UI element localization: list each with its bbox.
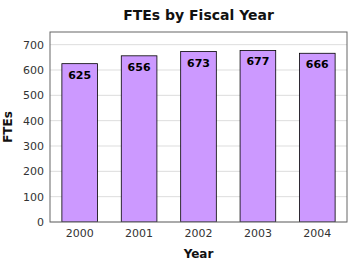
x-tick-label: 2004 <box>303 227 331 240</box>
y-tick-label: 700 <box>23 39 44 52</box>
y-tick-label: 100 <box>23 191 44 204</box>
bar <box>121 56 157 222</box>
data-label: 673 <box>187 57 210 70</box>
bar <box>299 53 335 222</box>
y-tick-label: 200 <box>23 165 44 178</box>
y-tick-label: 0 <box>37 216 44 229</box>
x-axis-label: Year <box>183 247 214 261</box>
y-tick-label: 500 <box>23 89 44 102</box>
data-label: 677 <box>246 55 269 68</box>
title: FTEs by Fiscal Year <box>123 7 274 23</box>
chart-svg: 0 100 200 300 400 500 600 700 625 656 673 677 666 200… <box>0 0 357 269</box>
x-tick-label: 2002 <box>185 227 213 240</box>
x-tick-label: 2003 <box>244 227 272 240</box>
grid-line <box>50 44 347 45</box>
y-tick-label: 300 <box>23 140 44 153</box>
data-label: 666 <box>306 58 329 71</box>
data-label: 625 <box>68 69 91 82</box>
x-tick-label: 2001 <box>125 227 153 240</box>
y-tick-label: 400 <box>23 115 44 128</box>
x-tick-label: 2000 <box>66 227 94 240</box>
bar <box>240 50 276 222</box>
y-tick-label: 600 <box>23 64 44 77</box>
data-label: 656 <box>128 61 151 74</box>
bar <box>181 52 217 222</box>
bars <box>62 50 335 222</box>
plot-frame <box>50 32 347 222</box>
bar <box>62 64 98 222</box>
chart-container: 0 100 200 300 400 500 600 700 625 656 673 677 666 200… <box>0 0 357 269</box>
grid <box>50 45 347 222</box>
y-axis-label: FTEs <box>1 111 15 143</box>
